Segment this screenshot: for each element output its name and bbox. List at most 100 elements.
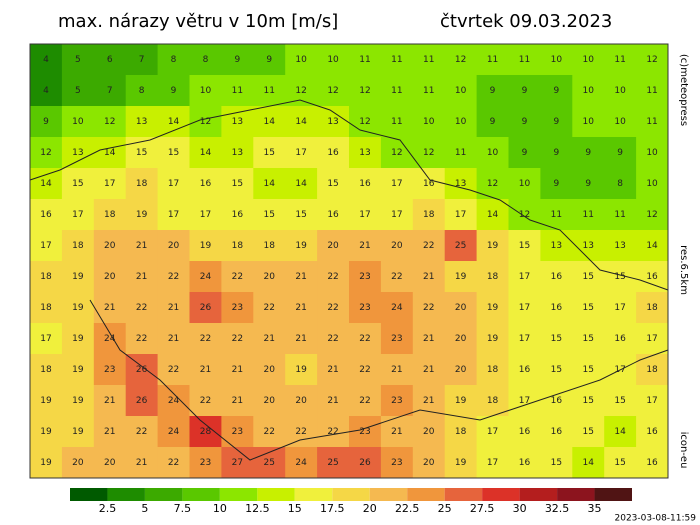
map-cell: [317, 44, 350, 76]
cell-value: 20: [455, 303, 467, 313]
cell-value: 11: [423, 55, 434, 65]
map-cell: [636, 199, 669, 231]
map-cell: [221, 261, 254, 293]
map-cell: [93, 230, 127, 262]
map-cell: [61, 199, 95, 231]
map-cell: [508, 137, 541, 169]
cell-value: 23: [391, 396, 402, 406]
map-cell: [572, 447, 605, 479]
map-cell: [317, 323, 350, 355]
map-cell: [572, 168, 605, 200]
colorbar-label: 27.5: [470, 502, 495, 515]
map-cell: [189, 261, 222, 293]
cell-value: 15: [264, 210, 275, 220]
cell-value: 18: [72, 241, 84, 251]
cell-value: 21: [136, 458, 147, 468]
cell-value: 9: [171, 86, 177, 96]
cell-value: 14: [200, 148, 212, 158]
cell-value: 21: [295, 334, 306, 344]
map: 4 5 6 7 8 8 9 9 10 10 11 11 11 12 11 11 10 10 11 12 4 5 7 8 9 10 1…: [30, 44, 669, 479]
cell-value: 20: [104, 241, 116, 251]
cell-value: 10: [583, 55, 595, 65]
map-cell: [285, 168, 318, 200]
cell-value: 20: [264, 365, 276, 375]
map-cell: [157, 199, 190, 231]
map-cell: [285, 261, 318, 293]
map-cell: [349, 137, 382, 169]
map-cell: [30, 416, 63, 448]
map-cell: [221, 323, 254, 355]
cell-value: 19: [40, 427, 52, 437]
map-cell: [317, 292, 350, 324]
cell-value: 21: [104, 427, 115, 437]
map-cell: [476, 44, 509, 76]
map-cell: [380, 44, 414, 76]
cell-value: 23: [359, 303, 370, 313]
cell-value: 11: [264, 86, 275, 96]
map-cell: [412, 261, 446, 293]
cell-value: 21: [295, 303, 306, 313]
cell-value: 23: [232, 303, 243, 313]
cell-value: 25: [455, 241, 466, 251]
colorbar-box: [107, 488, 145, 501]
colorbar-box: [257, 488, 295, 501]
map-cell: [380, 261, 414, 293]
map-cell: [317, 447, 350, 479]
map-cell: [412, 199, 446, 231]
cell-value: 22: [168, 365, 179, 375]
date: čtvrtek 09.03.2023: [440, 11, 612, 32]
map-cell: [540, 137, 573, 169]
map-cell: [157, 230, 190, 262]
map-cell: [317, 106, 350, 138]
cell-value: 21: [264, 334, 275, 344]
cell-value: 11: [519, 55, 530, 65]
cell-value: 17: [519, 303, 530, 313]
map-cell: [61, 385, 95, 417]
map-cell: [412, 44, 446, 76]
map-cell: [572, 261, 605, 293]
colorbar-box: [219, 488, 258, 501]
cell-value: 27: [232, 458, 243, 468]
cell-value: 11: [646, 86, 657, 96]
cell-value: 17: [72, 210, 83, 220]
map-frame: [29, 43, 669, 479]
cell-value: 10: [487, 148, 499, 158]
map-cell: [93, 292, 127, 324]
cell-value: 17: [40, 334, 51, 344]
map-cell: [30, 137, 63, 169]
map-cell: [317, 168, 350, 200]
colorbar-label: 7.5: [174, 502, 192, 515]
cell-value: 9: [585, 148, 591, 158]
map-cell: [444, 447, 478, 479]
cell-value: 18: [646, 365, 658, 375]
colorbar-label: 30: [513, 502, 527, 515]
cell-value: 26: [136, 396, 148, 406]
cell-value: 16: [327, 210, 339, 220]
map-cell: [157, 75, 190, 107]
map-cell: [189, 75, 222, 107]
map-cell: [444, 75, 478, 107]
cell-value: 20: [72, 458, 84, 468]
cell-value: 21: [232, 396, 243, 406]
cell-value: 21: [168, 303, 179, 313]
map-cell: [253, 168, 286, 200]
map-cell: [508, 75, 541, 107]
map-cell: [508, 354, 541, 386]
colorbar-box: [294, 488, 333, 501]
cell-value: 21: [391, 365, 402, 375]
map-cell: [540, 416, 573, 448]
map-cell: [125, 199, 159, 231]
cell-value: 21: [391, 427, 402, 437]
cell-value: 22: [391, 272, 402, 282]
cell-value: 13: [359, 148, 370, 158]
map-cell: [572, 44, 605, 76]
cell-value: 18: [646, 303, 658, 313]
map-cell: [317, 199, 350, 231]
map-cell: [572, 230, 605, 262]
map-cell: [93, 137, 127, 169]
cell-value: 12: [646, 55, 657, 65]
map-cell: [221, 137, 254, 169]
map-cell: [221, 106, 254, 138]
cell-value: 15: [583, 396, 594, 406]
cell-value: 19: [40, 458, 52, 468]
